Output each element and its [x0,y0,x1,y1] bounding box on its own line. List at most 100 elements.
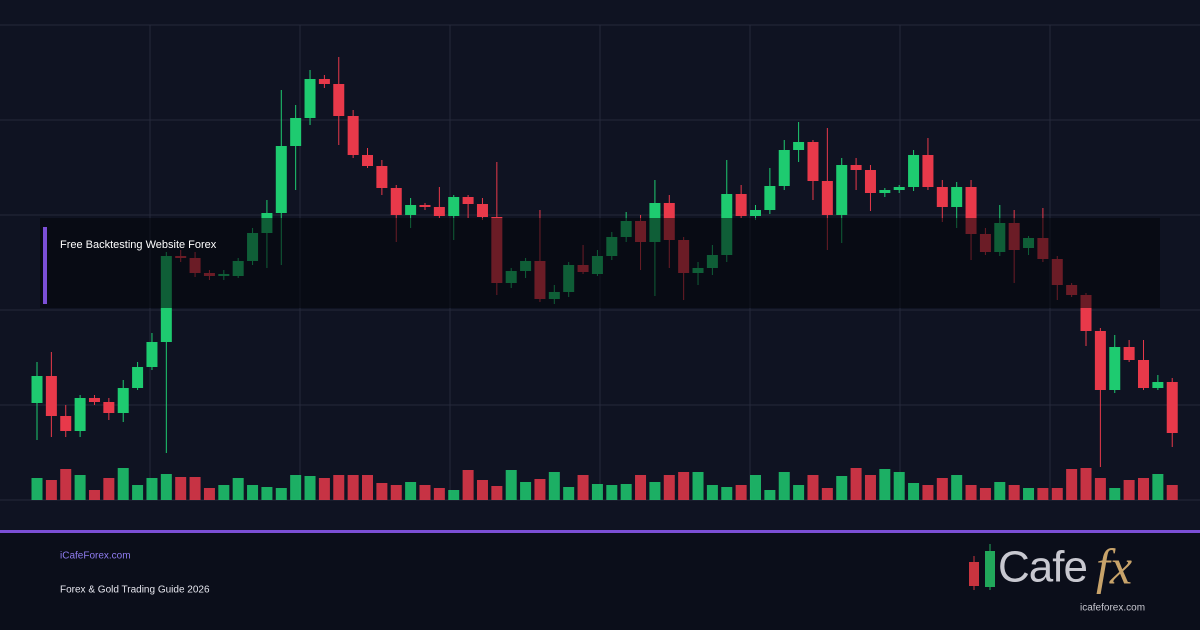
volume-bar [203,488,215,500]
volume-bar [850,468,862,500]
candle-body [462,197,474,204]
volume-bar [376,483,388,500]
candle-body [60,416,72,431]
volume-bar [1109,488,1121,500]
candle-body [1166,382,1178,433]
volume-bar [620,484,632,500]
volume-bar [117,468,129,500]
footer-background [0,533,1200,630]
volume-bar [132,485,144,500]
volume-bar [505,470,517,500]
volume-bar [951,475,963,500]
volume-bar [635,475,647,500]
divider [0,530,1200,533]
candle-body [476,204,488,217]
candle-body [290,118,302,146]
candle-body [807,142,819,181]
candle-body [275,146,287,213]
volume-bar [1137,478,1149,500]
volume-bar [706,485,718,500]
volume-bar [1166,485,1178,500]
volume-bar [333,475,345,500]
candle-body [1137,360,1149,388]
volume-bar [836,476,848,500]
volume-bar [663,475,675,500]
volume-bar [275,488,287,500]
candle-body [31,376,43,403]
volume-bar [606,485,618,500]
volume-bar [979,488,991,500]
candle-body [318,79,330,84]
banner-title: Free Backtesting Website Forex [60,239,217,251]
volume-bar [60,469,72,500]
logo-candle [985,551,995,587]
volume-bar [232,478,244,500]
volume-bar [290,475,302,500]
volume-bar [520,482,532,500]
logo-url: icafeforex.com [1080,603,1145,614]
volume-bar [577,475,589,500]
candle-body [333,84,345,116]
volume-bar [1080,468,1092,500]
volume-bar [146,478,158,500]
volume-bar [476,480,488,500]
candle-body [764,186,776,210]
volume-bar [362,475,374,500]
accent-bar [43,227,47,304]
volume-bar [304,476,316,500]
volume-bar [864,475,876,500]
volume-bar [1152,474,1164,500]
candle-body [793,142,805,150]
candle-body [850,165,862,170]
logo-accent: fx [1096,538,1132,594]
volume-bar [189,477,201,500]
title-band [40,218,1160,308]
candle-body [74,398,86,431]
candle-body [405,205,417,215]
volume-bar [1094,478,1106,500]
candle-body [1080,295,1092,331]
candle-body [376,166,388,188]
candle-body [433,207,445,216]
footer-subtitle: Forex & Gold Trading Guide 2026 [60,585,210,596]
volume-bar [908,483,920,500]
candle-body [362,155,374,166]
volume-bar [879,469,891,500]
volume-bar [160,474,172,500]
volume-bar [31,478,43,500]
candle-body [45,376,57,416]
site-link: iCafeForex.com [60,551,131,562]
candle-body [750,210,761,216]
candle-body [146,342,158,367]
volume-bar [591,484,603,500]
volume-bar [103,478,115,500]
volume-bar [218,485,230,500]
candle-body [778,150,790,186]
candle-body [419,205,431,207]
candle-body [821,181,833,215]
candle-body [448,197,460,216]
candle-body [304,79,316,118]
volume-bar [821,488,833,500]
volume-bar [721,487,733,500]
volume-bar [807,475,819,500]
volume-bar [649,482,661,500]
candle-body [735,194,747,216]
volume-bar [433,488,445,500]
candle-body [864,170,876,193]
volume-bar [764,490,776,500]
volume-bar [491,486,503,500]
candle-body [1123,347,1135,360]
logo: Cafe fx icafeforex.com [969,538,1145,614]
volume-bar [893,472,905,500]
volume-bar [175,477,187,500]
candle-body [879,190,891,193]
volume-bar [448,490,460,500]
volume-bar [922,485,934,500]
volume-bar [405,482,417,500]
candle-body [103,402,115,413]
candle-body [936,187,948,207]
volume-bar [1066,469,1078,500]
volume-bar [247,485,259,500]
volume-bar [419,485,431,500]
